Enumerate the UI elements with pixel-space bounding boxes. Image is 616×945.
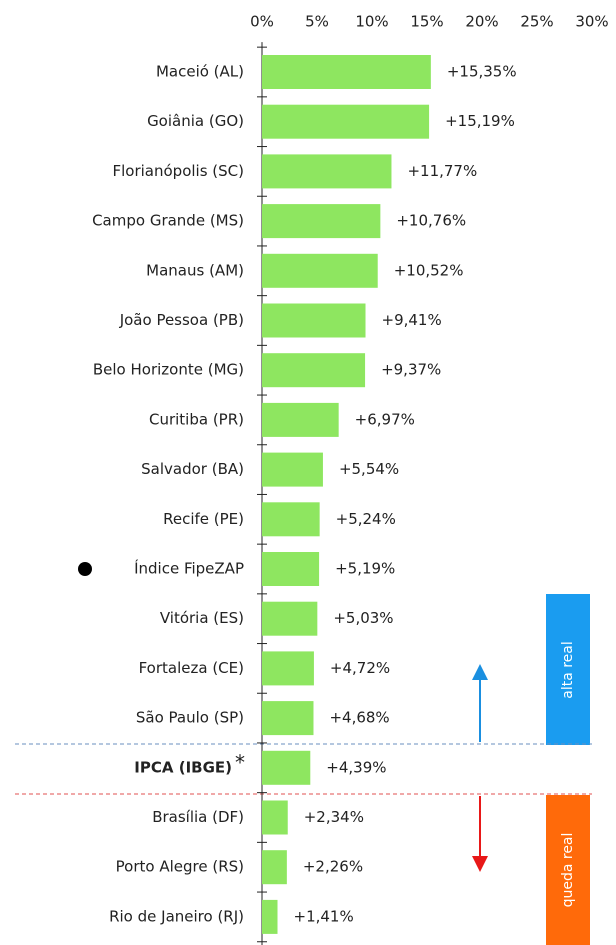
down-label: queda real	[560, 833, 576, 908]
y-tick-label: Fortaleza (CE)	[139, 659, 244, 677]
data-label: +15,35%	[447, 63, 517, 81]
data-label: +10,76%	[396, 212, 466, 230]
x-tick-label: 30%	[575, 13, 608, 31]
data-label: +2,26%	[303, 858, 363, 876]
bar	[262, 800, 288, 835]
data-label: +10,52%	[394, 261, 464, 279]
up-label: alta real	[560, 641, 576, 699]
data-label: +11,77%	[407, 162, 477, 180]
x-tick-label: 20%	[465, 13, 498, 31]
y-tick-label: Manaus (AM)	[146, 261, 244, 279]
x-tick-label: 0%	[250, 13, 274, 31]
bar	[262, 750, 311, 785]
bar	[262, 303, 366, 338]
x-tick-label: 10%	[355, 13, 388, 31]
y-tick-label: Belo Horizonte (MG)	[93, 361, 244, 379]
up-box	[546, 594, 590, 745]
data-label: +15,19%	[445, 112, 515, 130]
data-label: +9,37%	[381, 361, 441, 379]
y-tick-label: Goiânia (GO)	[147, 112, 244, 130]
data-label: +5,03%	[333, 609, 393, 627]
data-label: +5,24%	[336, 510, 396, 528]
y-tick-label: Salvador (BA)	[141, 460, 244, 478]
y-tick-label: IPCA (IBGE)	[134, 758, 232, 776]
down-box	[546, 795, 590, 945]
data-label: +9,41%	[382, 311, 442, 329]
y-tick-label: São Paulo (SP)	[136, 709, 244, 727]
y-tick-label: João Pessoa (PB)	[119, 311, 244, 329]
bar	[262, 850, 287, 885]
data-label: +2,34%	[304, 808, 364, 826]
y-tick-label: Rio de Janeiro (RJ)	[109, 907, 244, 925]
bar	[262, 701, 314, 736]
y-tick-label: Porto Alegre (RS)	[116, 858, 244, 876]
bullet	[78, 562, 92, 576]
data-label: +4,68%	[329, 709, 389, 727]
y-tick-label: Brasília (DF)	[152, 808, 244, 826]
y-tick-label: Vitória (ES)	[160, 609, 244, 627]
data-label: +5,54%	[339, 460, 399, 478]
x-tick-label: 5%	[305, 13, 329, 31]
asterisk: *	[235, 750, 245, 774]
data-label: +1,41%	[294, 907, 354, 925]
bar	[262, 204, 381, 239]
data-label: +5,19%	[335, 560, 395, 578]
bar	[262, 651, 314, 686]
bar	[262, 253, 378, 288]
data-label: +4,39%	[326, 758, 386, 776]
data-label: +4,72%	[330, 659, 390, 677]
y-tick-label: Recife (PE)	[163, 510, 244, 528]
bar	[262, 55, 431, 89]
y-tick-label: Índice FipeZAP	[134, 559, 244, 578]
y-tick-label: Maceió (AL)	[156, 63, 244, 81]
y-tick-label: Florianópolis (SC)	[113, 162, 245, 180]
y-tick-label: Curitiba (PR)	[149, 410, 244, 428]
bar	[262, 154, 392, 189]
bar	[262, 104, 430, 139]
x-tick-label: 15%	[410, 13, 443, 31]
bar	[262, 552, 320, 586]
bar	[262, 402, 339, 437]
bar	[262, 601, 318, 636]
bar	[262, 502, 320, 537]
bar	[262, 353, 366, 388]
x-tick-label: 25%	[520, 13, 553, 31]
y-tick-label: Campo Grande (MS)	[92, 212, 244, 230]
bar	[262, 452, 323, 487]
data-label: +6,97%	[355, 410, 415, 428]
bar	[262, 899, 278, 934]
